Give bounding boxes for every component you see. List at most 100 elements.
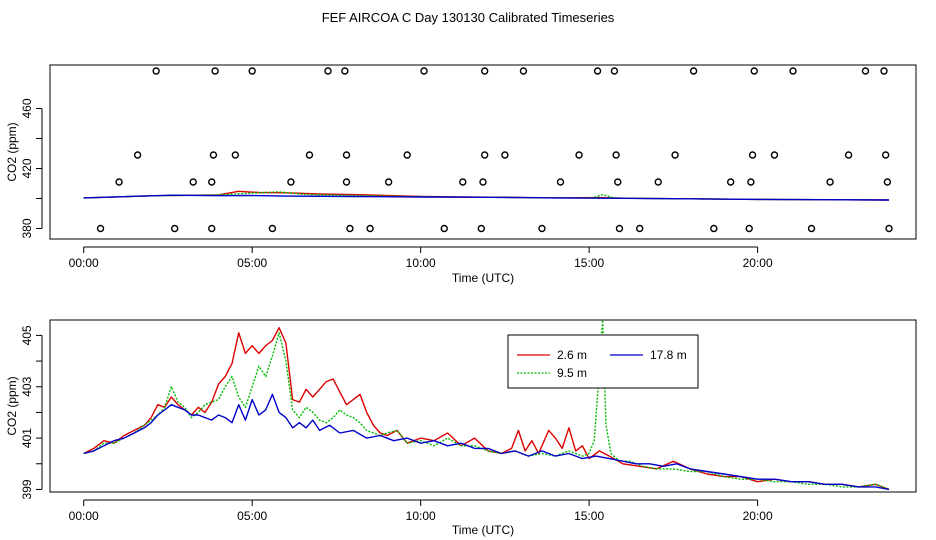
calibration-point: [366, 224, 374, 233]
legend-label-17-8m: 17.8 m: [650, 348, 687, 362]
figure-title: FEF AIRCOA C Day 130130 Calibrated Times…: [322, 10, 615, 25]
calibration-point: [612, 151, 620, 159]
panel-top-xlabel: Time (UTC): [452, 271, 514, 285]
calibration-point: [635, 224, 644, 233]
calibration-point: [208, 224, 216, 233]
panel-bottom-xlabel: Time (UTC): [452, 523, 514, 537]
calibration-point: [268, 224, 277, 233]
calibration-point: [885, 224, 893, 233]
calibration-point: [170, 224, 179, 233]
panel-bottom-x-axis: 00:00 05:00 10:00 15:00 20:00: [69, 499, 773, 523]
calibration-point: [538, 224, 546, 233]
calibration-point: [610, 67, 619, 75]
calibration-point: [614, 178, 622, 186]
bottom-x-tick-label: 15:00: [574, 509, 604, 523]
panel-bottom-series: [83, 319, 890, 491]
panel-bottom-ylabel: CO2 (ppm): [5, 376, 19, 435]
top-y-tick-label: 460: [20, 98, 34, 118]
calibration-point: [770, 151, 779, 159]
bottom-x-tick-label: 10:00: [406, 509, 436, 523]
calibration-point: [342, 151, 351, 159]
calibration-point: [615, 224, 624, 233]
calibration-point: [556, 178, 565, 186]
calibration-point: [346, 224, 354, 233]
calibration-point: [789, 67, 797, 75]
calibration-point: [710, 224, 718, 233]
legend-label-2-6m: 2.6 m: [557, 348, 587, 362]
bottom-y-tick-label: 401: [20, 428, 34, 448]
calibration-point: [342, 178, 351, 186]
panel-top-ylabel: CO2 (ppm): [5, 122, 19, 181]
legend-box: [507, 334, 699, 389]
panel-top-frame: [49, 64, 917, 240]
calibration-point: [459, 178, 467, 186]
calibration-point: [384, 178, 393, 186]
calibration-point: [671, 151, 679, 159]
calibration-point: [750, 67, 758, 75]
bottom-y-tick-label: 399: [20, 479, 34, 499]
calibration-point: [152, 67, 160, 75]
top-x-tick-label: 00:00: [69, 256, 99, 270]
calibration-point: [593, 67, 602, 75]
top-series-17-8-m-line: [83, 194, 890, 201]
calibration-point: [747, 178, 755, 186]
calibration-point: [861, 67, 870, 75]
top-series-9-5-m-line: [83, 191, 890, 201]
calibration-point: [844, 151, 853, 159]
calibration-point: [807, 224, 816, 233]
bottom-y-tick-label: 405: [20, 325, 34, 345]
bottom-series-17-8-m-line: [83, 393, 890, 491]
calibration-point: [287, 178, 295, 186]
calibration-point: [689, 67, 698, 75]
calibration-point: [115, 178, 123, 186]
calibration-point: [189, 178, 197, 186]
calibration-point: [479, 178, 487, 186]
panel-top-y-axis: 380 420 460: [20, 98, 43, 239]
bottom-series-9-5-m-line: [83, 319, 890, 491]
bottom-series-2-6-m-line: [83, 327, 890, 491]
panel-top-calibration-points: [96, 67, 893, 233]
calibration-point: [96, 224, 105, 233]
top-x-tick-label: 05:00: [237, 256, 267, 270]
top-x-tick-label: 10:00: [406, 256, 436, 270]
calibration-point: [324, 67, 332, 75]
calibration-point: [880, 67, 888, 75]
bottom-x-tick-label: 05:00: [237, 509, 267, 523]
bottom-x-tick-label: 20:00: [743, 509, 773, 523]
top-y-tick-label: 420: [20, 158, 34, 178]
calibration-point: [826, 178, 834, 186]
calibration-point: [726, 178, 735, 186]
calibration-point: [403, 151, 411, 159]
calibration-point: [501, 151, 509, 159]
calibration-point: [745, 224, 753, 233]
calibration-point: [881, 151, 890, 159]
panel-bottom-y-axis: 399 401 403 405: [20, 325, 43, 499]
calibration-point: [883, 178, 892, 186]
calibration-point: [208, 178, 216, 186]
calibration-point: [519, 67, 528, 75]
top-x-tick-label: 15:00: [574, 256, 604, 270]
panel-bottom: 00:00 05:00 10:00 15:00 20:00 399 401 403 405 T…: [5, 319, 917, 537]
panel-top-series: [83, 190, 890, 201]
calibration-point: [133, 151, 142, 159]
legend-label-9-5m: 9.5 m: [557, 366, 587, 380]
calibration-point: [420, 67, 428, 75]
calibration-point: [477, 224, 486, 233]
top-y-tick-label: 380: [20, 218, 34, 238]
calibration-point: [654, 178, 662, 186]
panel-bottom-frame: [49, 319, 917, 493]
calibration-point: [480, 151, 489, 159]
calibration-point: [341, 67, 349, 75]
calibration-point: [748, 151, 757, 159]
panel-top-x-axis: 00:00 05:00 10:00 15:00 20:00: [69, 246, 773, 270]
panel-top: 00:00 05:00 10:00 15:00 20:00 380 420 460 Time…: [5, 64, 917, 285]
calibration-point: [209, 151, 218, 159]
calibration-point: [211, 67, 219, 75]
top-x-tick-label: 20:00: [743, 256, 773, 270]
calibration-point: [305, 151, 314, 159]
legend: 2.6 m 9.5 m 17.8 m: [507, 334, 699, 389]
calibration-point: [440, 224, 448, 233]
calibration-point: [480, 67, 489, 75]
calibration-point: [575, 151, 583, 159]
